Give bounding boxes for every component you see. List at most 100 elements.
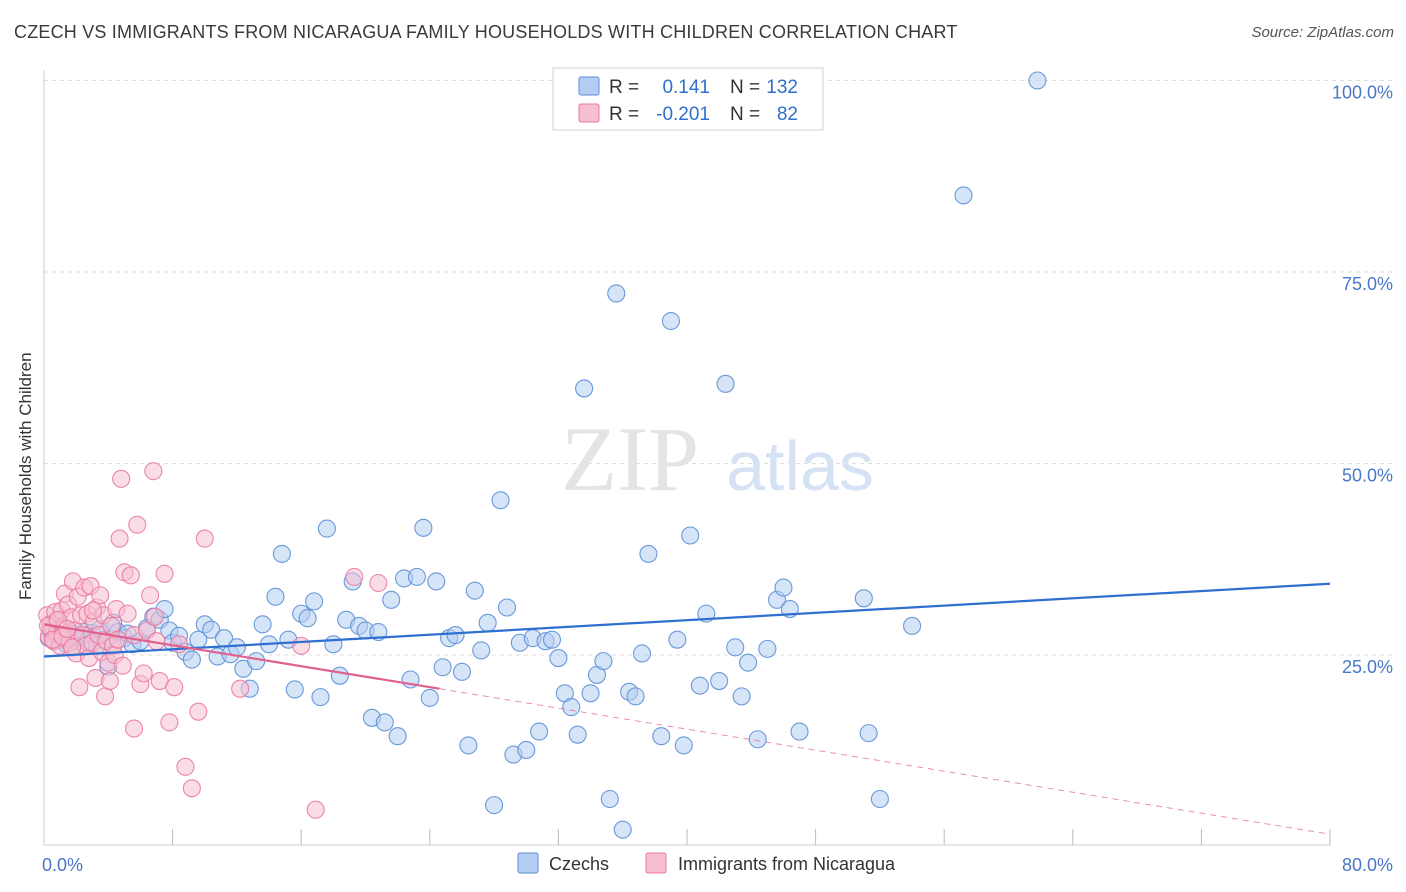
czechs-point-97 bbox=[607, 284, 626, 303]
nicaragua-point-56 bbox=[141, 586, 160, 605]
czechs-point-41 bbox=[247, 652, 266, 671]
czechs-point-98 bbox=[613, 820, 632, 839]
czechs-point-79 bbox=[491, 491, 510, 510]
series-czechs bbox=[39, 71, 1047, 839]
nicaragua-point-68 bbox=[231, 679, 250, 698]
czechs-point-54 bbox=[330, 666, 349, 685]
czechs-point-122 bbox=[859, 724, 878, 743]
legend-bottom-swatch-czechs bbox=[517, 852, 539, 874]
legend-n-value-2: 82 bbox=[777, 104, 798, 125]
czechs-point-93 bbox=[581, 684, 600, 703]
czechs-point-124 bbox=[902, 616, 922, 635]
legend-r-label-1: R = bbox=[609, 77, 639, 98]
nicaragua-point-62 bbox=[165, 678, 184, 697]
nicaragua-trend-extension bbox=[439, 688, 1331, 835]
czechs-point-88 bbox=[549, 649, 568, 668]
czechs-point-102 bbox=[639, 544, 658, 563]
nicaragua-point-70 bbox=[306, 800, 325, 819]
czechs-point-66 bbox=[407, 567, 426, 586]
czechs-point-103 bbox=[652, 727, 671, 746]
czechs-point-114 bbox=[739, 653, 758, 672]
nicaragua-point-78 bbox=[63, 638, 82, 657]
czechs-point-76 bbox=[472, 641, 491, 660]
czechs-point-108 bbox=[690, 676, 709, 695]
nicaragua-point-61 bbox=[160, 713, 179, 732]
source-label: Source: ZipAtlas.com bbox=[1251, 24, 1394, 41]
nicaragua-trend-line bbox=[43, 623, 440, 690]
trend-lines bbox=[43, 582, 1331, 835]
czechs-point-51 bbox=[311, 688, 330, 707]
y-tick-label-1: 50.0% bbox=[1342, 466, 1393, 486]
czechs-point-115 bbox=[748, 730, 767, 749]
watermark: ZIP atlas bbox=[561, 408, 874, 510]
nicaragua-point-64 bbox=[176, 757, 195, 776]
czechs-point-121 bbox=[854, 589, 873, 608]
nicaragua-point-71 bbox=[345, 567, 364, 586]
legend-bottom-label-czechs: Czechs bbox=[549, 854, 609, 874]
tick-labels: 25.0% 50.0% 75.0% 100.0% 0.0% 80.0% bbox=[42, 83, 1393, 876]
czechs-point-62 bbox=[382, 590, 401, 609]
nicaragua-point-49 bbox=[118, 604, 137, 623]
czechs-point-100 bbox=[626, 687, 645, 706]
czechs-point-91 bbox=[568, 725, 587, 744]
legend-bottom-label-nicaragua: Immigrants from Nicaragua bbox=[678, 854, 896, 874]
czechs-point-50 bbox=[305, 592, 324, 611]
nicaragua-point-52 bbox=[128, 515, 147, 534]
y-tick-label-3: 100.0% bbox=[1332, 83, 1393, 103]
nicaragua-point-47 bbox=[113, 656, 132, 675]
czechs-point-123 bbox=[870, 789, 889, 809]
czechs-point-31 bbox=[182, 650, 201, 669]
nicaragua-point-54 bbox=[134, 664, 153, 683]
czechs-point-47 bbox=[285, 680, 304, 699]
czechs-point-68 bbox=[420, 688, 439, 707]
legend-bottom-swatch-nicaragua bbox=[645, 852, 667, 874]
legend-r-value-1: 0.141 bbox=[662, 77, 710, 98]
nicaragua-point-65 bbox=[182, 779, 201, 798]
czechs-point-116 bbox=[758, 639, 777, 658]
czechs-point-113 bbox=[732, 687, 751, 706]
czechs-point-61 bbox=[375, 713, 394, 732]
czechs-point-101 bbox=[632, 644, 652, 663]
nicaragua-point-80 bbox=[145, 607, 164, 626]
czechs-point-111 bbox=[716, 374, 735, 393]
czechs-point-120 bbox=[790, 722, 809, 741]
czechs-trend-line bbox=[43, 582, 1331, 658]
nicaragua-point-79 bbox=[124, 719, 144, 738]
nicaragua-point-72 bbox=[369, 573, 388, 593]
nicaragua-point-45 bbox=[110, 529, 129, 548]
czechs-point-90 bbox=[562, 698, 581, 717]
czechs-point-87 bbox=[542, 630, 562, 649]
czechs-point-110 bbox=[710, 671, 729, 691]
nicaragua-point-69 bbox=[292, 636, 311, 655]
czechs-point-96 bbox=[600, 789, 619, 809]
nicaragua-point-33 bbox=[91, 586, 110, 605]
watermark-zip: ZIP bbox=[561, 408, 699, 510]
czechs-point-63 bbox=[388, 727, 407, 746]
axes bbox=[43, 70, 1331, 846]
y-tick-label-2: 75.0% bbox=[1342, 274, 1393, 294]
czechs-point-80 bbox=[497, 598, 517, 617]
czechs-point-74 bbox=[459, 736, 478, 755]
czechs-point-104 bbox=[661, 311, 680, 331]
czechs-point-106 bbox=[674, 736, 693, 755]
czechs-point-78 bbox=[485, 796, 504, 815]
correlation-legend: R = 0.141 N = 132 R = -0.201 N = 82 bbox=[552, 67, 824, 131]
czechs-point-105 bbox=[668, 630, 687, 649]
nicaragua-point-39 bbox=[100, 671, 119, 691]
czechs-point-49 bbox=[298, 609, 317, 628]
czechs-point-125 bbox=[954, 186, 973, 205]
nicaragua-point-46 bbox=[112, 469, 131, 488]
czechs-point-70 bbox=[433, 658, 452, 677]
x-tick-label-0: 0.0% bbox=[42, 855, 83, 875]
czechs-point-107 bbox=[681, 526, 700, 545]
nicaragua-point-57 bbox=[144, 462, 163, 481]
czechs-point-77 bbox=[478, 613, 497, 632]
czechs-point-69 bbox=[427, 572, 446, 591]
legend-swatch-nicaragua bbox=[578, 103, 600, 123]
x-tick-label-1: 80.0% bbox=[1342, 855, 1393, 875]
grid bbox=[44, 80, 1392, 656]
nicaragua-point-67 bbox=[195, 529, 214, 548]
czechs-point-42 bbox=[253, 615, 272, 634]
czechs-point-92 bbox=[575, 379, 594, 398]
